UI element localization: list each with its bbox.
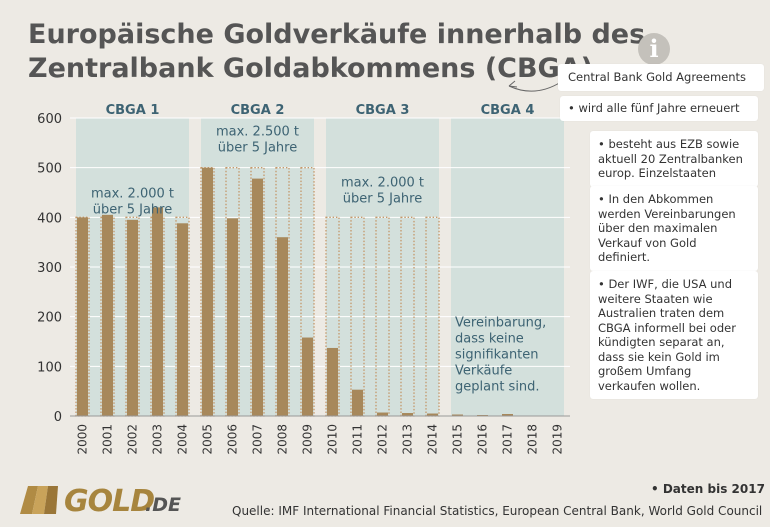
info-box-title: Central Bank Gold Agreements	[558, 64, 764, 91]
y-tick-label-200: 200	[37, 311, 62, 326]
bar-2017	[502, 414, 513, 416]
x-tick-label-2007: 2007	[251, 424, 265, 455]
period-note-4: Vereinbarung, dass keine signifikanten Verk…	[455, 316, 546, 395]
gold-bars-icon	[20, 486, 58, 514]
x-tick-label-2013: 2013	[401, 424, 415, 455]
logo-gold-text: GOLD	[64, 484, 155, 519]
bar-2005	[202, 167, 213, 416]
bar-2015	[452, 414, 463, 416]
x-tick-label-2001: 2001	[101, 424, 115, 455]
bar-2002	[127, 219, 138, 416]
period-label-1: CBGA 1	[106, 103, 160, 118]
info-box-title-text: Central Bank Gold Agreements	[568, 70, 747, 84]
bar-2014	[427, 413, 438, 416]
y-tick-label-600: 600	[37, 112, 62, 127]
period-label-2: CBGA 2	[231, 103, 285, 118]
info-box-members-text: • besteht aus EZB sowie aktuell 20 Zentr…	[598, 137, 743, 180]
page-title: Europäische Goldverkäufe innerhalb des Z…	[28, 18, 646, 86]
x-tick-label-2019: 2019	[551, 424, 565, 455]
info-icon[interactable]: i	[638, 33, 670, 65]
gold-de-logo: GOLD .DE	[18, 478, 181, 519]
bar-2001	[102, 214, 113, 416]
y-tick-label-400: 400	[37, 211, 62, 226]
x-tick-label-2014: 2014	[426, 424, 440, 455]
info-box-members: • besteht aus EZB sowie aktuell 20 Zentr…	[590, 131, 758, 187]
info-box-imf-text: • Der IWF, die USA und weitere Staaten w…	[598, 277, 736, 393]
y-tick-label-100: 100	[37, 360, 62, 375]
x-tick-label-2006: 2006	[226, 424, 240, 455]
bar-2000	[77, 217, 88, 416]
info-box-agreements: • In den Abkommen werden Vereinbarungen …	[590, 186, 758, 271]
title-line-2: Zentralbank Goldabkommens (CBGA)	[28, 53, 593, 84]
period-note-1: max. 2.000 t über 5 Jahre	[91, 186, 174, 217]
bar-2008	[277, 237, 288, 416]
title-line-1: Europäische Goldverkäufe innerhalb des	[28, 19, 646, 50]
x-tick-label-2000: 2000	[76, 424, 90, 455]
y-tick-label-500: 500	[37, 162, 62, 177]
period-note-3: max. 2.000 t über 5 Jahre	[341, 176, 424, 207]
x-tick-label-2010: 2010	[326, 424, 340, 455]
source-text: Quelle: IMF International Financial Stat…	[232, 504, 763, 518]
x-tick-label-2003: 2003	[151, 424, 165, 455]
period-label-4: CBGA 4	[481, 103, 535, 118]
x-tick-label-2018: 2018	[526, 424, 540, 455]
period-note-2: max. 2.500 t über 5 Jahre	[216, 124, 299, 155]
info-box-renewal-text: • wird alle fünf Jahre erneuert	[568, 101, 740, 115]
bar-2003	[152, 207, 163, 416]
x-tick-label-2016: 2016	[476, 424, 490, 455]
bar-2011	[352, 389, 363, 416]
bar-2006	[227, 218, 238, 416]
x-tick-label-2002: 2002	[126, 424, 140, 455]
data-note: • Daten bis 2017	[651, 482, 765, 496]
bar-2004	[177, 223, 188, 416]
x-tick-label-2011: 2011	[351, 424, 365, 455]
bar-2007	[252, 178, 263, 416]
info-box-renewal: • wird alle fünf Jahre erneuert	[560, 96, 758, 121]
period-label-3: CBGA 3	[356, 103, 410, 118]
x-tick-label-2015: 2015	[451, 424, 465, 455]
x-tick-label-2005: 2005	[201, 424, 215, 455]
bar-2009	[302, 337, 313, 416]
y-tick-label-300: 300	[37, 261, 62, 276]
info-box-agreements-text: • In den Abkommen werden Vereinbarungen …	[598, 192, 736, 264]
x-tick-label-2008: 2008	[276, 424, 290, 455]
bar-2013	[402, 413, 413, 416]
x-tick-label-2017: 2017	[501, 424, 515, 455]
x-tick-label-2009: 2009	[301, 424, 315, 455]
x-tick-label-2004: 2004	[176, 424, 190, 455]
info-box-imf: • Der IWF, die USA und weitere Staaten w…	[590, 271, 758, 399]
bar-2010	[327, 347, 338, 416]
logo-de-text: .DE	[145, 494, 181, 516]
bar-2012	[377, 412, 388, 416]
callout-arrow	[508, 80, 562, 92]
x-tick-label-2012: 2012	[376, 424, 390, 455]
y-tick-label-0: 0	[54, 410, 62, 425]
